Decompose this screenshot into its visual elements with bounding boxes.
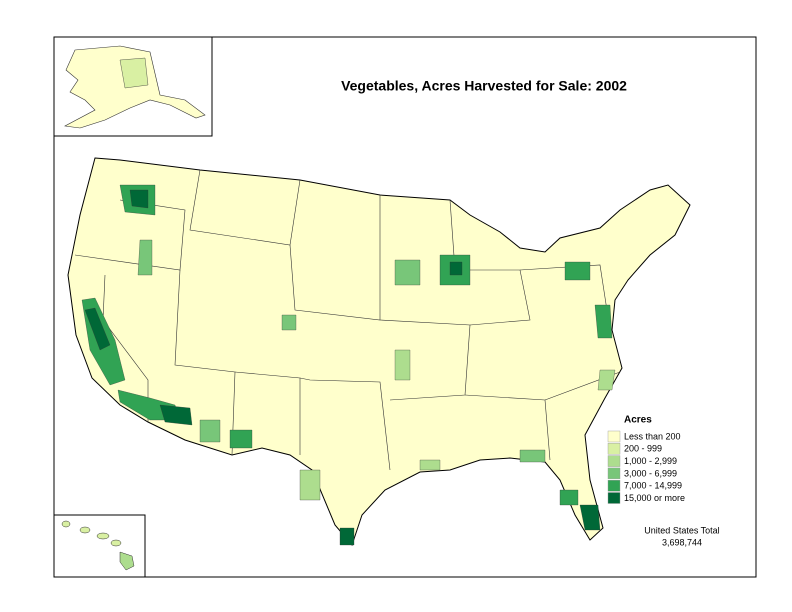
contiguous-us	[67, 157, 691, 546]
legend-label: Less than 200	[624, 431, 681, 441]
hawaii-inset	[53, 514, 146, 578]
legend-label: 3,000 - 6,999	[624, 468, 677, 478]
legend-label: 200 - 999	[624, 444, 662, 454]
map-title: Vegetables, Acres Harvested for Sale: 20…	[341, 78, 627, 94]
hawaii	[61, 520, 135, 571]
legend-label: 15,000 or more	[624, 493, 685, 503]
county-shading	[81, 184, 616, 546]
alaska-inset	[53, 36, 213, 137]
alaska-region	[119, 57, 149, 89]
legend-swatch	[607, 455, 621, 467]
legend-swatch	[607, 480, 621, 492]
legend-label: 7,000 - 14,999	[624, 481, 682, 491]
alaska	[64, 45, 206, 129]
legend-swatch	[607, 443, 621, 455]
legend-label: 1,000 - 2,999	[624, 456, 677, 466]
legend-swatch	[607, 467, 621, 480]
state-lines	[74, 169, 621, 471]
legend-title: Acres	[624, 415, 652, 426]
legend-swatch	[607, 492, 621, 504]
legend: Less than 200 200 - 999 1,000 - 2,999 3,000…	[607, 430, 685, 504]
legend-swatch	[607, 430, 621, 443]
total-value: 3,698,744	[662, 537, 702, 547]
total-label: United States Total	[644, 525, 719, 535]
